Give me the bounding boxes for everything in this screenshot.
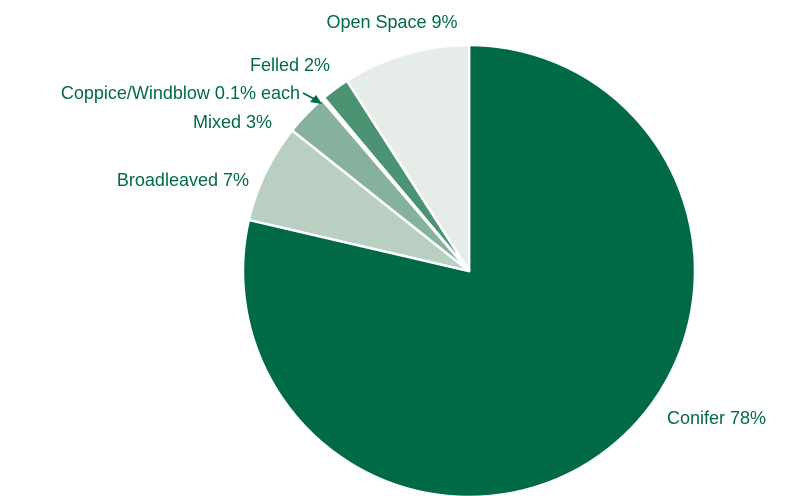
label-conifer: Conifer 78% [667, 408, 766, 428]
coppice-windblow-arrow [302, 92, 322, 104]
label-felled: Felled 2% [250, 55, 330, 75]
arrow-head [310, 95, 322, 104]
slice-open-space [345, 43, 471, 273]
slice-conifer [241, 43, 697, 496]
pie-slices [241, 43, 697, 496]
label-coppice-windblow: Coppice/Windblow 0.1% each [61, 83, 300, 103]
pie-labels: Open Space 9% Felled 2% Coppice/Windblow… [61, 12, 766, 428]
label-mixed: Mixed 3% [193, 112, 272, 132]
label-open-space: Open Space 9% [326, 12, 457, 32]
label-broadleaved: Broadleaved 7% [117, 170, 249, 190]
